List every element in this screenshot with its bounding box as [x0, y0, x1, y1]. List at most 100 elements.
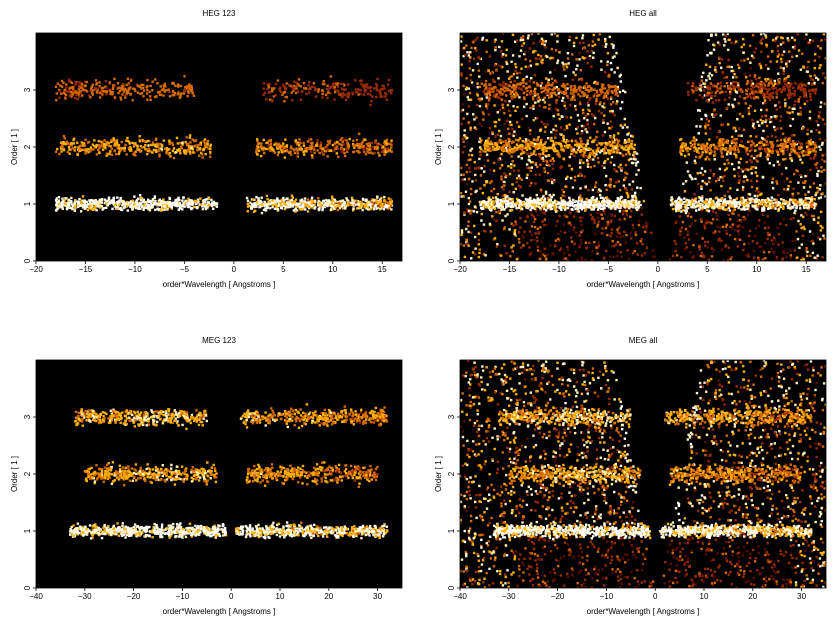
heatmap-cell [303, 197, 307, 200]
heatmap-cell [179, 152, 182, 155]
heatmap-cell [304, 200, 307, 204]
heatmap-cell [345, 197, 348, 200]
heatmap-cell [806, 132, 809, 136]
heatmap-cell [626, 193, 630, 197]
heatmap-cell [116, 81, 120, 85]
heatmap-cell [322, 146, 326, 150]
heatmap-cell [215, 205, 219, 208]
heatmap-cell [618, 218, 622, 221]
heatmap-cell [819, 196, 823, 199]
heatmap-cell [498, 45, 501, 49]
heatmap-cell [276, 197, 279, 200]
heatmap-cell [470, 209, 473, 212]
heatmap-cell [59, 141, 63, 144]
y-axis-label: Order [ 1 ] [10, 129, 19, 165]
heatmap-cell [76, 205, 80, 209]
heatmap-cell [102, 89, 105, 93]
heatmap-cell [464, 190, 468, 193]
heatmap-cell [74, 83, 77, 86]
heatmap-cell [58, 88, 61, 92]
heatmap-cell [703, 94, 707, 97]
heatmap-cell [112, 201, 116, 205]
heatmap-cell [66, 150, 69, 154]
heatmap-cell [640, 213, 644, 216]
heatmap-cell [518, 55, 521, 58]
heatmap-cell [772, 87, 775, 91]
heatmap-cell [727, 205, 731, 208]
heatmap-cell [467, 224, 470, 228]
heatmap-cell [346, 142, 349, 146]
heatmap-cell [334, 206, 337, 209]
heatmap-cell [149, 143, 153, 147]
heatmap-cell [773, 115, 776, 118]
heatmap-cell [294, 210, 297, 213]
heatmap-cell [271, 87, 274, 90]
heatmap-cell [204, 207, 208, 211]
heatmap-cell [516, 105, 519, 109]
heatmap-cell [799, 199, 802, 203]
heatmap-cell [750, 179, 753, 182]
heatmap-cell [530, 225, 534, 228]
heatmap-cell [759, 66, 763, 70]
heatmap-cell [277, 201, 280, 204]
heatmap-cell [477, 243, 481, 246]
heatmap-cell [480, 97, 483, 101]
heatmap-cell [781, 36, 784, 40]
heatmap-cell [575, 36, 578, 40]
heatmap-cell [698, 248, 701, 251]
heatmap-cell [821, 143, 824, 146]
heatmap-cell [499, 254, 503, 257]
heatmap-cell [746, 252, 750, 256]
heatmap-cell [570, 240, 574, 243]
heatmap-cell [155, 95, 158, 98]
heatmap-cell [87, 148, 90, 151]
heatmap-cell [782, 251, 785, 254]
heatmap-cell [617, 226, 621, 229]
heatmap-cell [357, 132, 361, 136]
heatmap-cell [293, 84, 296, 88]
heatmap-cell [530, 33, 534, 36]
heatmap-cell [517, 174, 521, 177]
heatmap-cell [674, 221, 678, 224]
heatmap-cell [635, 161, 638, 165]
heatmap-cell [759, 64, 762, 68]
heatmap-cell [361, 145, 365, 149]
heatmap-cell [708, 65, 712, 68]
heatmap-cell [190, 87, 194, 90]
heatmap-cell [572, 71, 575, 74]
heatmap-cell [590, 49, 594, 53]
heatmap-cell [153, 143, 157, 147]
heatmap-cell [819, 229, 823, 232]
heatmap-cell [476, 36, 479, 40]
heatmap-cell [473, 118, 476, 121]
heatmap-cell [102, 206, 106, 210]
heatmap-cell [86, 141, 90, 144]
heatmap-cell [384, 151, 388, 154]
heatmap-cell [126, 89, 129, 92]
heatmap-cell [685, 161, 689, 164]
heatmap-cell [576, 132, 579, 135]
heatmap-cell [189, 152, 192, 156]
heatmap-cell [470, 154, 474, 157]
heatmap-cell [727, 208, 730, 211]
heatmap-cell [774, 135, 777, 139]
heatmap-cell [723, 174, 726, 178]
heatmap-cell [501, 55, 504, 58]
heatmap-cell [498, 129, 501, 133]
heatmap-cell [505, 252, 508, 255]
heatmap-cell [809, 74, 812, 78]
heatmap-cell [390, 139, 393, 142]
heatmap-cell [501, 52, 505, 56]
heatmap-cell [739, 59, 743, 62]
heatmap-cell [373, 199, 376, 202]
heatmap-cell [498, 211, 502, 215]
heatmap-cell [501, 65, 504, 69]
heatmap-cell [513, 40, 517, 43]
heatmap-cell [713, 158, 716, 161]
heatmap-cell [558, 214, 561, 218]
heatmap-cell [644, 227, 648, 230]
heatmap-cell [733, 127, 737, 130]
heatmap-cell [586, 61, 589, 65]
heatmap-cell [201, 153, 204, 156]
heatmap-cell [122, 206, 125, 210]
